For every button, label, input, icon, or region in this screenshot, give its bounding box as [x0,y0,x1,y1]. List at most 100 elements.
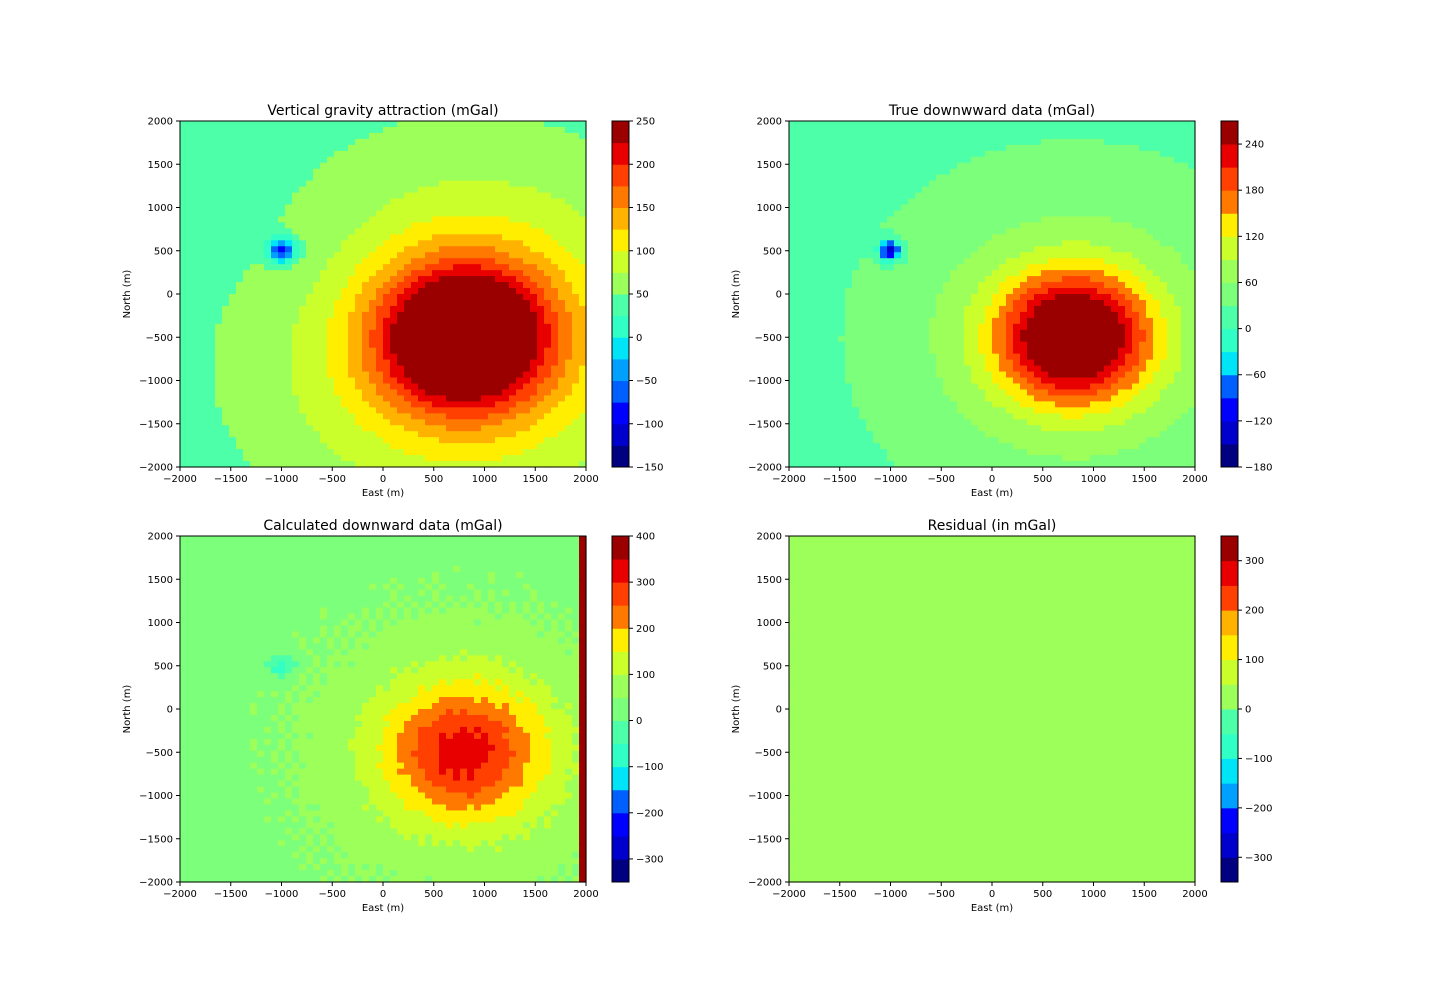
heatmap-cell [509,204,517,212]
heatmap-cell [397,264,405,271]
heatmap-cell [460,288,468,295]
heatmap-cell [460,222,468,229]
heatmap-cell [922,216,930,224]
heatmap-cell [523,437,531,444]
heatmap-cell [978,144,986,152]
heatmap-cell [488,413,496,420]
heatmap-cell [1125,150,1133,158]
heatmap-cell [1111,121,1119,128]
heatmap-cell [530,156,538,164]
heatmap-cell [579,162,587,170]
heatmap-cell [474,371,482,379]
heatmap-cell [390,341,398,349]
heatmap-cell [474,311,482,319]
heatmap-cell [572,210,580,218]
heatmap-cell [236,329,244,337]
heatmap-cell [355,228,363,235]
heatmap-cell [894,240,902,247]
heatmap-cell [551,288,559,295]
heatmap-cell [411,186,419,194]
heatmap-cell [509,413,517,420]
heatmap-cell [250,359,258,367]
heatmap-cell [1146,252,1154,259]
heatmap-cell [271,431,279,438]
heatmap-cell [523,383,531,391]
heatmap-cell [411,401,419,408]
heatmap-cell [502,347,510,355]
heatmap-cell [537,234,545,241]
heatmap-cell [425,305,433,313]
heatmap-cell [971,150,979,158]
heatmap-cell [446,335,454,343]
heatmap-cell [1125,240,1133,247]
heatmap-cell [488,198,496,206]
heatmap-cell [250,353,258,361]
heatmap-cell [1020,192,1028,200]
heatmap-cell [306,192,314,200]
heatmap-cell [1104,150,1112,158]
heatmap-cell [446,431,454,438]
heatmap-cell [376,383,384,391]
heatmap-cell [215,132,223,140]
heatmap-cell [292,413,300,420]
heatmap-cell [1139,264,1147,271]
heatmap-cell [362,371,370,379]
heatmap-cell [866,144,874,152]
heatmap-cell [187,377,195,385]
heatmap-cell [348,353,356,361]
heatmap-cell [187,353,195,361]
heatmap-cell [390,455,398,462]
heatmap-cell [558,270,566,277]
heatmap-cell [467,276,475,283]
heatmap-cell [313,156,321,164]
heatmap-cell [985,264,993,271]
heatmap-cell [313,407,321,414]
heatmap-cell [411,216,419,224]
heatmap-cell [789,216,797,224]
heatmap-cell [243,437,251,444]
heatmap-cell [565,437,573,444]
heatmap-cell [936,246,944,253]
heatmap-cell [1062,264,1070,271]
heatmap-cell [803,144,811,152]
heatmap-cell [1146,210,1154,218]
heatmap-cell [1076,240,1084,247]
heatmap-cell [439,365,447,373]
heatmap-cell [306,299,314,307]
heatmap-cell [299,228,307,235]
heatmap-cell [502,270,510,277]
heatmap-cell [362,437,370,444]
heatmap-cell [572,305,580,313]
heatmap-cell [327,210,335,218]
heatmap-cell [978,156,986,164]
heatmap-cell [1118,216,1126,224]
heatmap-cell [390,383,398,391]
heatmap-cell [215,347,223,355]
heatmap-cell [1013,264,1021,271]
heatmap-cell [215,198,223,206]
heatmap-cell [222,132,230,140]
heatmap-cell [453,204,461,212]
heatmap-cell [558,168,566,176]
heatmap-cell [397,425,405,432]
heatmap-cell [383,329,391,337]
heatmap-cell [327,443,335,450]
heatmap-cell [572,377,580,385]
heatmap-cell [530,305,538,313]
heatmap-cell [271,204,279,212]
heatmap-cell [236,204,244,212]
heatmap-cell [1041,222,1049,229]
heatmap-cell [572,156,580,164]
heatmap-cell [565,138,573,146]
heatmap-cell [187,144,195,152]
heatmap-cell [257,419,265,426]
heatmap-cell [390,162,398,170]
heatmap-cell [1055,276,1063,283]
heatmap-cell [390,419,398,426]
heatmap-cell [285,246,293,253]
heatmap-cell [992,126,1000,134]
heatmap-cell [1181,228,1189,235]
heatmap-cell [537,162,545,170]
heatmap-cell [446,186,454,194]
heatmap-cell [915,276,923,283]
